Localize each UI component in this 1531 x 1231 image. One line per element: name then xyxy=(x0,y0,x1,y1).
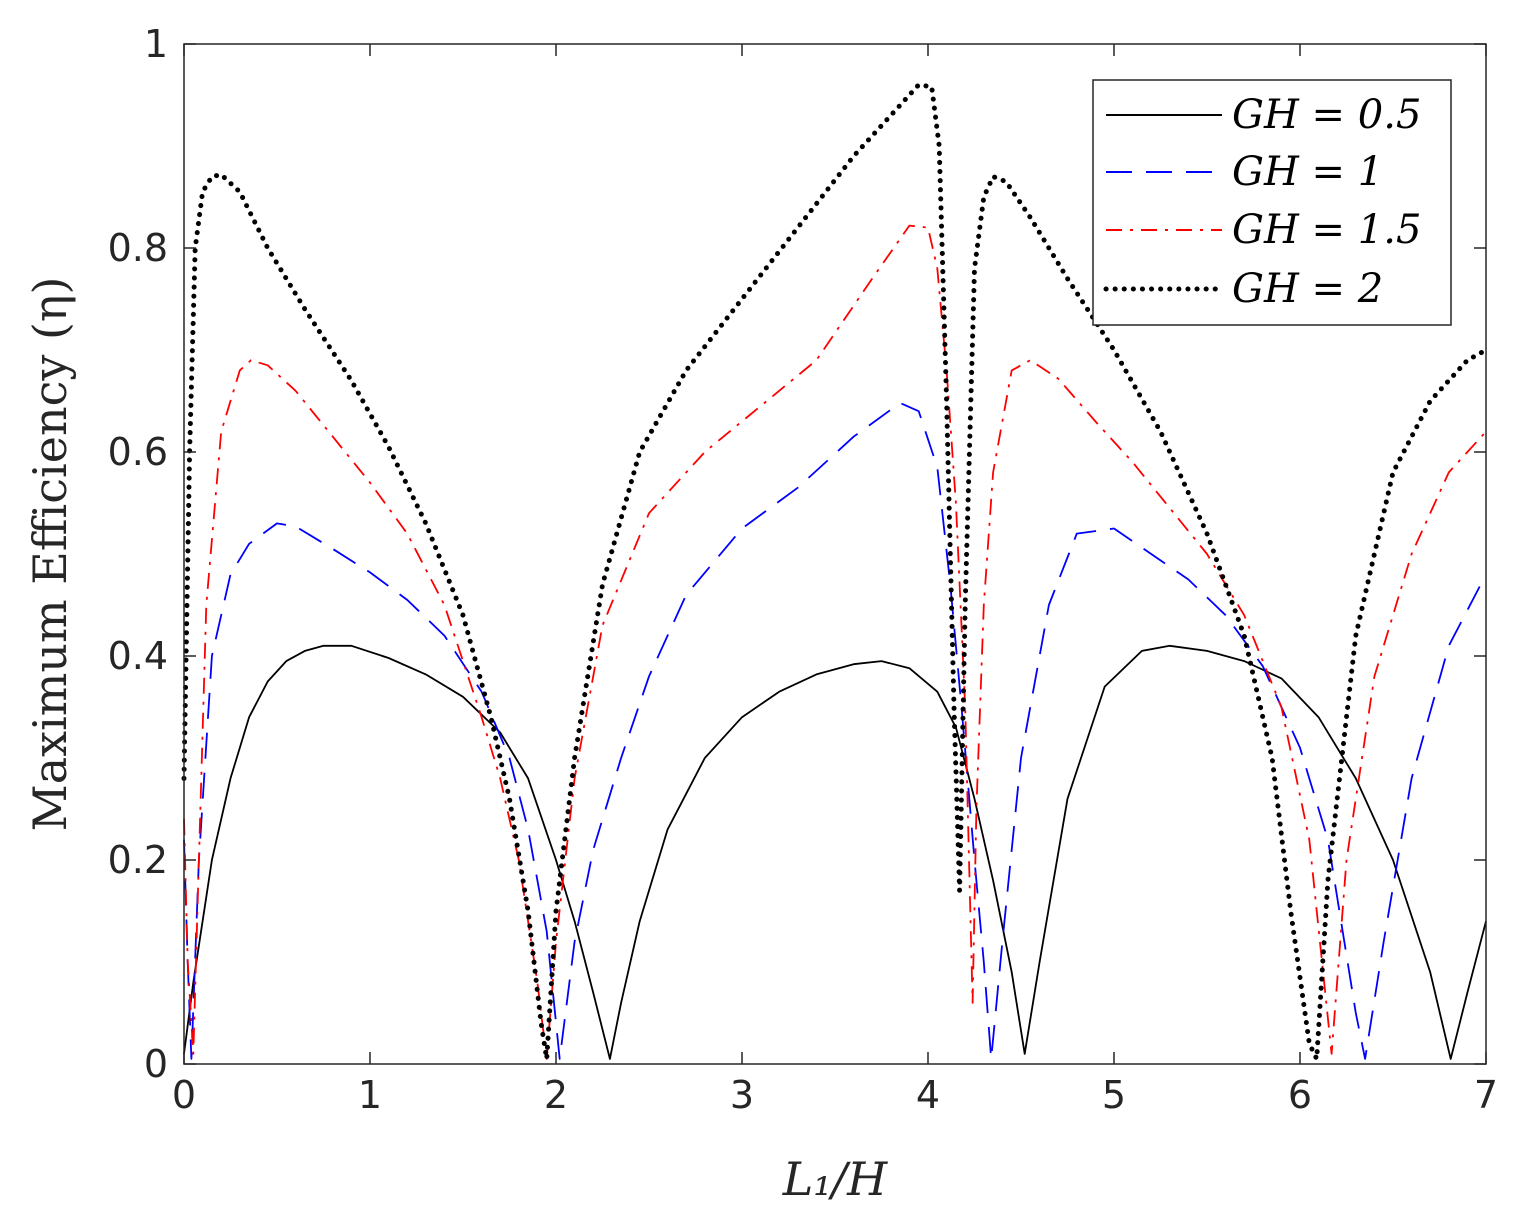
y-tick-label-3: 0.6 xyxy=(108,430,168,474)
legend-label-1: GH = 1 xyxy=(1232,149,1383,195)
legend-label-0: GH = 0.5 xyxy=(1232,92,1421,138)
series-line-3 xyxy=(181,82,1489,1062)
legend: GH = 0.5 GH = 1 GH = 1.5 GH = 2 xyxy=(1092,79,1452,326)
x-tick-label-4: 4 xyxy=(916,1073,940,1117)
y-tick-label-0: 0 xyxy=(144,1042,168,1086)
y-tick-label-2: 0.4 xyxy=(108,634,168,678)
series-line-0 xyxy=(183,644,1487,1060)
x-tick-label-6: 6 xyxy=(1288,1073,1312,1117)
x-axis-title: L₁/H xyxy=(782,1152,888,1206)
legend-label-3: GH = 2 xyxy=(1232,266,1383,312)
tick-layer: 0 1 2 3 4 5 6 7 0 0.2 0.4 0.6 0.8 1 xyxy=(108,22,1499,1117)
x-tick-label-2: 2 xyxy=(544,1073,568,1117)
x-tick-label-7: 7 xyxy=(1474,1073,1498,1117)
plot-area-frame xyxy=(183,43,1487,1065)
series-line-1 xyxy=(183,402,1487,1060)
y-tick-label-5: 1 xyxy=(144,22,168,66)
y-tick-label-4: 0.8 xyxy=(108,226,168,270)
legend-box xyxy=(1092,79,1452,326)
x-tick-label-1: 1 xyxy=(358,1073,382,1117)
series-layer xyxy=(181,82,1489,1062)
x-tick-label-5: 5 xyxy=(1102,1073,1126,1117)
x-tick-label-3: 3 xyxy=(730,1073,754,1117)
y-tick-label-1: 0.2 xyxy=(108,838,168,882)
series-line-2 xyxy=(183,224,1487,1060)
y-axis-title: Maximum Efficiency (η) xyxy=(23,277,77,832)
legend-label-2: GH = 1.5 xyxy=(1232,207,1421,253)
x-tick-label-0: 0 xyxy=(172,1073,196,1117)
